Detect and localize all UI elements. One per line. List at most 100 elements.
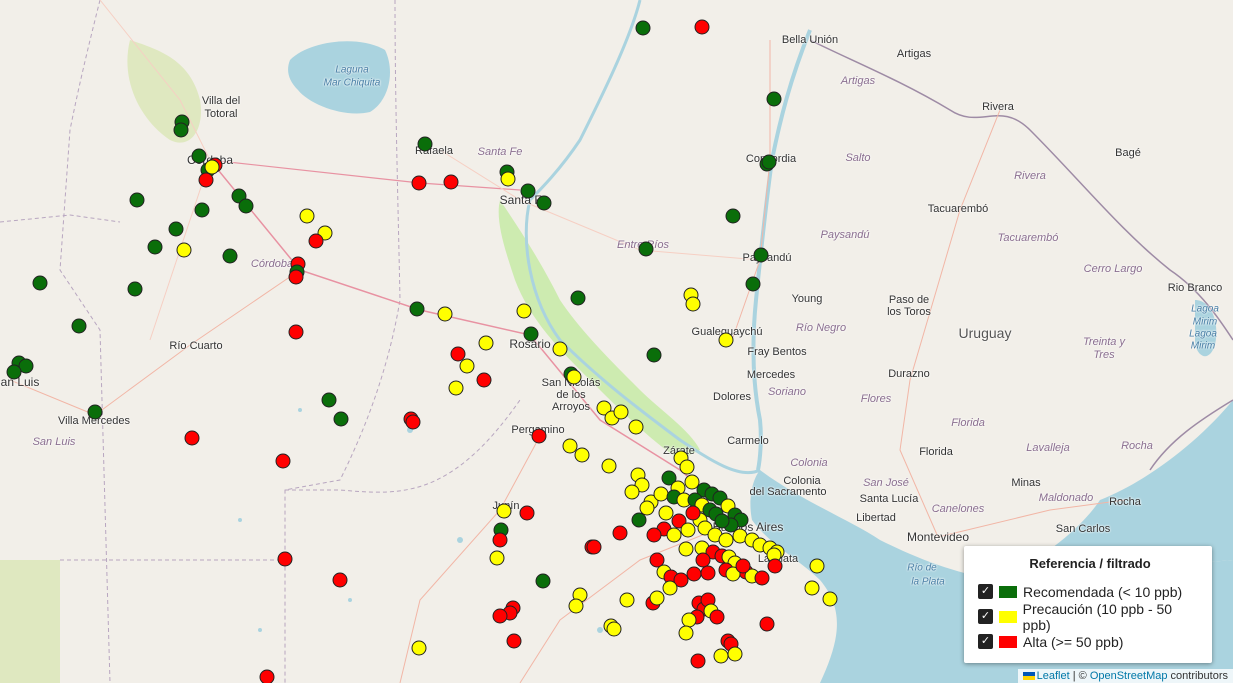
marker-recomendada[interactable]: [523, 326, 539, 342]
marker-recomendada[interactable]: [725, 208, 741, 224]
marker-recomendada[interactable]: [333, 411, 349, 427]
marker-recomendada[interactable]: [127, 281, 143, 297]
marker-alta[interactable]: [288, 324, 304, 340]
marker-recomendada[interactable]: [129, 192, 145, 208]
marker-recomendada[interactable]: [6, 364, 22, 380]
marker-precaucion[interactable]: [624, 484, 640, 500]
marker-recomendada[interactable]: [520, 183, 536, 199]
marker-alta[interactable]: [275, 453, 291, 469]
marker-precaucion[interactable]: [204, 159, 220, 175]
marker-recomendada[interactable]: [321, 392, 337, 408]
marker-recomendada[interactable]: [168, 221, 184, 237]
legend-item-precaucion[interactable]: ✓ Precaución (10 ppb - 50 ppb): [978, 601, 1202, 633]
marker-precaucion[interactable]: [684, 474, 700, 490]
marker-recomendada[interactable]: [766, 91, 782, 107]
marker-alta[interactable]: [612, 525, 628, 541]
legend-item-recomendada[interactable]: ✓ Recomendada (< 10 ppb): [978, 579, 1202, 604]
marker-recomendada[interactable]: [32, 275, 48, 291]
marker-recomendada[interactable]: [761, 154, 777, 170]
marker-precaucion[interactable]: [601, 458, 617, 474]
marker-precaucion[interactable]: [679, 459, 695, 475]
marker-recomendada[interactable]: [417, 136, 433, 152]
marker-precaucion[interactable]: [459, 358, 475, 374]
marker-recomendada[interactable]: [191, 148, 207, 164]
marker-alta[interactable]: [450, 346, 466, 362]
marker-alta[interactable]: [411, 175, 427, 191]
marker-recomendada[interactable]: [631, 512, 647, 528]
marker-alta[interactable]: [709, 609, 725, 625]
marker-precaucion[interactable]: [727, 646, 743, 662]
marker-recomendada[interactable]: [745, 276, 761, 292]
marker-precaucion[interactable]: [619, 592, 635, 608]
marker-alta[interactable]: [506, 633, 522, 649]
marker-precaucion[interactable]: [809, 558, 825, 574]
marker-recomendada[interactable]: [635, 20, 651, 36]
marker-precaucion[interactable]: [500, 171, 516, 187]
marker-alta[interactable]: [694, 19, 710, 35]
marker-alta[interactable]: [332, 572, 348, 588]
marker-alta[interactable]: [198, 172, 214, 188]
marker-alta[interactable]: [646, 527, 662, 543]
marker-precaucion[interactable]: [678, 625, 694, 641]
marker-precaucion[interactable]: [628, 419, 644, 435]
marker-alta[interactable]: [519, 505, 535, 521]
checkbox-precaucion[interactable]: ✓: [978, 609, 993, 624]
marker-alta[interactable]: [754, 570, 770, 586]
marker-alta[interactable]: [288, 269, 304, 285]
marker-alta[interactable]: [531, 428, 547, 444]
marker-alta[interactable]: [586, 539, 602, 555]
marker-precaucion[interactable]: [718, 532, 734, 548]
marker-recomendada[interactable]: [147, 239, 163, 255]
marker-alta[interactable]: [308, 233, 324, 249]
marker-precaucion[interactable]: [516, 303, 532, 319]
marker-alta[interactable]: [443, 174, 459, 190]
marker-alta[interactable]: [492, 608, 508, 624]
marker-precaucion[interactable]: [613, 404, 629, 420]
marker-recomendada[interactable]: [536, 195, 552, 211]
marker-precaucion[interactable]: [606, 621, 622, 637]
marker-alta[interactable]: [184, 430, 200, 446]
marker-precaucion[interactable]: [685, 296, 701, 312]
marker-precaucion[interactable]: [718, 332, 734, 348]
marker-alta[interactable]: [767, 558, 783, 574]
marker-precaucion[interactable]: [662, 580, 678, 596]
osm-link[interactable]: OpenStreetMap: [1089, 670, 1168, 682]
marker-precaucion[interactable]: [566, 369, 582, 385]
marker-recomendada[interactable]: [535, 573, 551, 589]
marker-recomendada[interactable]: [409, 301, 425, 317]
marker-precaucion[interactable]: [411, 640, 427, 656]
legend-item-alta[interactable]: ✓ Alta (>= 50 ppb): [978, 629, 1202, 654]
marker-precaucion[interactable]: [649, 590, 665, 606]
marker-precaucion[interactable]: [478, 335, 494, 351]
checkbox-recomendada[interactable]: ✓: [978, 584, 993, 599]
marker-alta[interactable]: [700, 565, 716, 581]
marker-precaucion[interactable]: [568, 598, 584, 614]
marker-alta[interactable]: [759, 616, 775, 632]
marker-precaucion[interactable]: [489, 550, 505, 566]
marker-precaucion[interactable]: [804, 580, 820, 596]
marker-recomendada[interactable]: [238, 198, 254, 214]
marker-alta[interactable]: [673, 572, 689, 588]
marker-alta[interactable]: [277, 551, 293, 567]
marker-precaucion[interactable]: [680, 522, 696, 538]
marker-precaucion[interactable]: [822, 591, 838, 607]
marker-alta[interactable]: [259, 669, 275, 683]
checkbox-alta[interactable]: ✓: [978, 634, 993, 649]
marker-recomendada[interactable]: [570, 290, 586, 306]
marker-alta[interactable]: [735, 558, 751, 574]
leaflet-link[interactable]: Leaflet: [1036, 670, 1070, 682]
marker-precaucion[interactable]: [678, 541, 694, 557]
marker-recomendada[interactable]: [714, 513, 730, 529]
marker-recomendada[interactable]: [194, 202, 210, 218]
marker-recomendada[interactable]: [753, 247, 769, 263]
marker-recomendada[interactable]: [173, 122, 189, 138]
marker-precaucion[interactable]: [574, 447, 590, 463]
marker-alta[interactable]: [690, 653, 706, 669]
marker-precaucion[interactable]: [496, 503, 512, 519]
marker-recomendada[interactable]: [646, 347, 662, 363]
marker-precaucion[interactable]: [713, 648, 729, 664]
marker-alta[interactable]: [492, 532, 508, 548]
marker-precaucion[interactable]: [448, 380, 464, 396]
marker-alta[interactable]: [476, 372, 492, 388]
